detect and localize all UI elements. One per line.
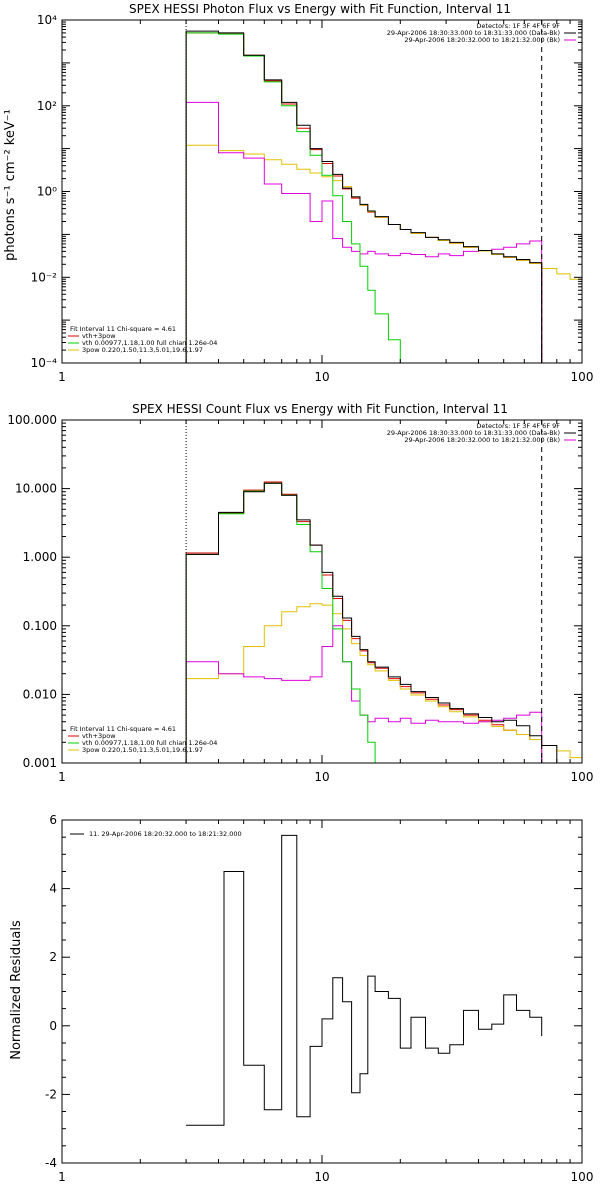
y-tick-label: 0 (49, 1019, 57, 1033)
y-tick-label: 0.001 (23, 756, 57, 770)
legend-bottom-left-text: 3pow 0.220,1.50,11.3,5.01,19.6,1.97 (82, 346, 203, 354)
legend-top-right-text: 29-Apr-2006 18:30:33.000 to 18:31:33.000… (387, 429, 560, 437)
series-line-total (185, 481, 543, 763)
x-tick-label: 100 (571, 370, 594, 384)
series-line-data (185, 482, 558, 763)
series-group (185, 30, 582, 363)
series-group (186, 834, 543, 1126)
series-group (185, 481, 582, 763)
legend-bottom-left-text: vth 0.00977,1.18,1.00 full chian 1.26e-0… (82, 739, 217, 747)
series-line-powerlaw (185, 603, 582, 763)
legend-top-right-text: 29-Apr-2006 18:20:32.000 to 18:21:32.000… (404, 436, 560, 444)
residuals-panel: Normalized Residuals 1 10 100 -4 -2 0 2 4 6 11. 2… (9, 813, 593, 1184)
y-tick-label: -2 (45, 1087, 57, 1101)
residuals-ylabel: Normalized Residuals (9, 920, 24, 1060)
series-line-background (185, 625, 543, 763)
legend-top-right-text: Detectors: 1F 3F 4F 6F 9F (476, 22, 560, 30)
y-tick-label: 10⁰ (37, 185, 57, 199)
series-line-data (185, 30, 543, 363)
legend-bottom-left-text: vth+3pow (82, 732, 116, 740)
legend-bottom-left-text: Fit Interval 11 Chi-square = 4.61 (70, 725, 176, 733)
y-tick-label: 0.100 (23, 619, 57, 633)
legend-top-right-text: 29-Apr-2006 18:20:32.000 to 18:21:32.000… (404, 36, 560, 44)
y-tick-label: 10⁴ (37, 13, 57, 27)
plot-frame (61, 19, 583, 364)
y-tick-label: 1.000 (23, 550, 57, 564)
y-tick-label: 6 (49, 813, 57, 827)
y-tick-label: -4 (45, 1156, 57, 1170)
count-flux-title: SPEX HESSI Count Flux vs Energy with Fit… (132, 402, 508, 416)
plot-frame (61, 819, 583, 1164)
y-tick-label: 100.000 (7, 413, 57, 427)
legend-bottom-left-text: Fit Interval 11 Chi-square = 4.61 (70, 325, 176, 333)
legend-top-right-text: Detectors: 1F 3F 4F 6F 9F (476, 422, 560, 430)
y-tick-label: 0.010 (23, 687, 57, 701)
y-tick-label: 4 (49, 882, 57, 896)
y-tick-label: 10⁻² (31, 270, 58, 284)
y-tick-label: 10⁻⁴ (31, 356, 58, 370)
legend-bottom-left-text: vth 0.00977,1.18,1.00 full chian 1.26e-0… (82, 339, 217, 347)
x-tick-label: 1 (58, 370, 66, 384)
x-tick-label: 100 (571, 770, 594, 784)
plot-frame (61, 419, 583, 764)
count-flux-panel: SPEX HESSI Count Flux vs Energy with Fit… (7, 402, 593, 784)
x-tick-label: 100 (571, 1170, 594, 1184)
x-tick-label: 10 (314, 370, 329, 384)
x-tick-label: 10 (314, 1170, 329, 1184)
y-tick-label: 10.000 (15, 482, 57, 496)
series-line-residual (186, 834, 543, 1126)
x-tick-label: 1 (58, 1170, 66, 1184)
photon-flux-title: SPEX HESSI Photon Flux vs Energy with Fi… (129, 2, 511, 16)
legend-bottom-left-text: vth+3pow (82, 332, 116, 340)
series-line-thermal (185, 32, 411, 363)
photon-flux-ylabel: photons s⁻¹ cm⁻² keV⁻¹ (3, 109, 18, 261)
series-line-background (185, 101, 543, 363)
series-line-thermal (185, 482, 389, 763)
series-line-total (185, 32, 543, 363)
x-tick-label: 10 (314, 770, 329, 784)
photon-flux-panel: SPEX HESSI Photon Flux vs Energy with Fi… (3, 2, 593, 384)
legend-bottom-left-text: 3pow 0.220,1.50,11.3,5.01,19.6,1.97 (82, 746, 203, 754)
legend-top-right-text: 29-Apr-2006 18:30:33.000 to 18:31:33.000… (387, 29, 560, 37)
y-tick-label: 2 (49, 950, 57, 964)
x-tick-label: 1 (58, 770, 66, 784)
y-tick-label: 10² (37, 99, 57, 113)
legend-top-left-text: 11. 29-Apr-2006 18:20:32.000 to 18:21:32… (89, 830, 242, 838)
